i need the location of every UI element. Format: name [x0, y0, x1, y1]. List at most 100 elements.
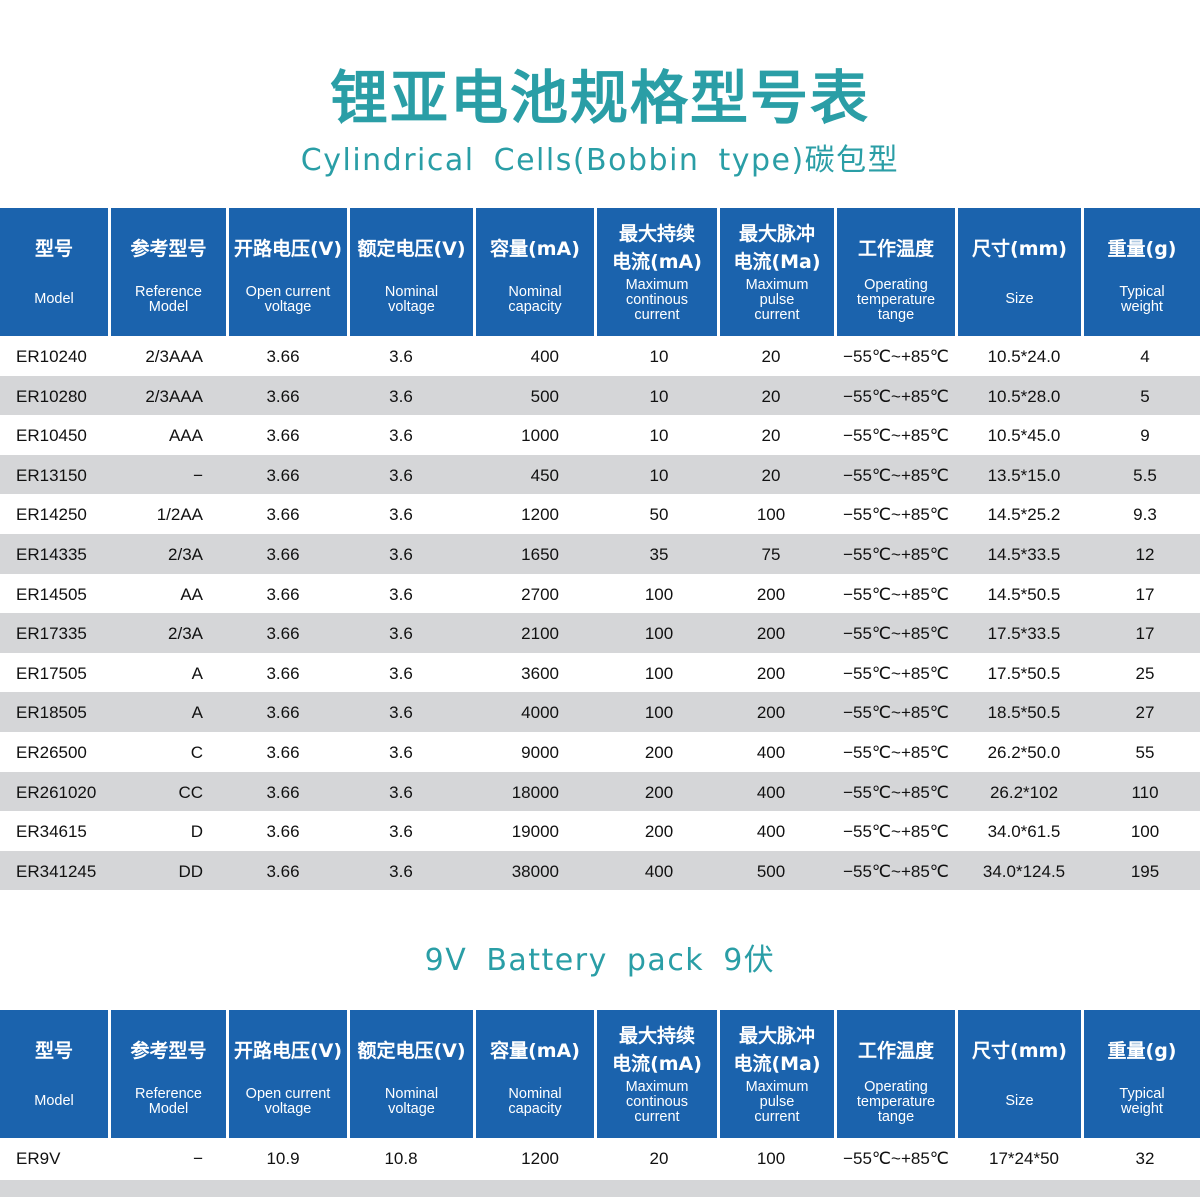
- table-cell-col-6: 200: [756, 624, 786, 644]
- table-cell-col-3: 3.6: [389, 782, 413, 802]
- column-header-zh: 最大脉冲 电流(Ma): [720, 1022, 834, 1078]
- column-header-en-line: current: [634, 1109, 680, 1125]
- table-cell-col-2: 10.9: [266, 1149, 300, 1168]
- table-cell-col-6: 75: [761, 544, 781, 564]
- column-header-8: 尺寸(mm) Size: [958, 208, 1081, 336]
- table-cell-col-9: 9.3: [1133, 505, 1157, 525]
- table-cell-col-3: 3.6: [389, 465, 413, 485]
- table-cell-col-8: 18.5*50.5: [987, 703, 1061, 723]
- table-cell-col-8: 14.5*50.5: [987, 584, 1061, 604]
- table-cell-col-5: 100: [644, 703, 674, 723]
- column-header-8: 尺寸(mm) Size: [958, 1010, 1081, 1138]
- column-header-en-line: pulse: [759, 1094, 795, 1110]
- column-header-zh-line: 最大脉冲: [738, 1025, 815, 1047]
- column-header-zh: 工作温度: [837, 1037, 955, 1065]
- table-cell-col-6: 400: [756, 782, 786, 802]
- table-cell-col-6: 20: [761, 386, 781, 406]
- table-cell-col-9: 5: [1140, 386, 1150, 406]
- column-header-6: 最大脉冲 电流(Ma) Maximum pulse current: [720, 1010, 834, 1138]
- column-header-zh: 容量(mA): [476, 235, 594, 263]
- column-header-zh: 重量(g): [1084, 1037, 1200, 1065]
- table-cell-col-7: −55℃~+85℃: [843, 1149, 949, 1168]
- table-cell-col-2: 3.66: [266, 782, 300, 802]
- table-cell-col-7: −55℃~+85℃: [843, 861, 949, 881]
- table-cell-col-2: 3.66: [266, 544, 300, 564]
- table-cell-col-5: 35: [649, 544, 669, 564]
- column-header-en-line: Typical: [1119, 284, 1165, 300]
- column-header-zh-line: 开路电压(V): [233, 1040, 343, 1062]
- column-header-en-line: voltage: [388, 299, 435, 315]
- table-cell-col-6: 100: [756, 505, 786, 525]
- column-header-en-line: Maximum: [745, 1079, 809, 1095]
- table-cell-col-8: 13.5*15.0: [987, 465, 1061, 485]
- table-cell-col-8: 17*24*50: [989, 1149, 1059, 1168]
- table-cell-col-0: ER34615: [16, 822, 87, 842]
- table-cell-col-7: −55℃~+85℃: [843, 544, 949, 564]
- column-header-en-line: Nominal: [384, 284, 439, 300]
- column-header-zh-line: 尺寸(mm): [972, 1040, 1067, 1062]
- table-cell-col-7: −55℃~+85℃: [843, 663, 949, 683]
- table-cell-col-6: 20: [761, 465, 781, 485]
- column-header-zh-line: 重量(g): [1107, 1040, 1177, 1062]
- table-cell-col-8: 14.5*25.2: [987, 505, 1061, 525]
- section-title-9v: 9V Battery pack 9伏: [424, 943, 776, 978]
- column-header-en-line: voltage: [264, 1101, 312, 1117]
- column-header-zh: 型号: [0, 235, 108, 263]
- column-header-en-line: Maximum: [625, 277, 689, 293]
- column-header-zh-line: 电流(mA): [612, 251, 702, 273]
- column-header-en-line: current: [754, 1109, 800, 1125]
- column-header-en: Typical weight: [1084, 285, 1200, 315]
- table-cell-col-4: 400: [530, 347, 559, 366]
- column-header-zh: 最大脉冲 电流(Ma): [720, 220, 834, 276]
- table-cell-col-8: 10.5*24.0: [987, 347, 1061, 366]
- column-header-en-line: Reference: [135, 1086, 202, 1102]
- table-cell-col-5: 100: [644, 663, 674, 683]
- table-row: ER261020 CC 3.66 3.6 18000 200 400 −55℃~+85℃ 26.…: [0, 771, 1200, 812]
- column-header-en: Reference Model: [111, 285, 226, 315]
- table-cell-col-2: 3.66: [266, 742, 300, 762]
- bottom-stripe: [0, 1180, 1200, 1197]
- column-header-3: 额定电压(V) Nominal voltage: [350, 1010, 473, 1138]
- table-cell-col-3: 3.6: [389, 544, 413, 564]
- column-header-en-line: Reference: [135, 284, 202, 300]
- column-header-en-line: current: [634, 307, 680, 323]
- table-cell-col-2: 3.66: [266, 386, 300, 406]
- table-cell-col-1: C: [190, 742, 203, 762]
- table-row: ER18505 A 3.66 3.6 4000 100 200 −55℃~+85℃ 18.5*5…: [0, 692, 1200, 732]
- table-cell-col-7: −55℃~+85℃: [843, 465, 949, 485]
- table-cell-col-0: ER17505: [16, 663, 87, 683]
- column-header-en-line: Model: [34, 291, 74, 307]
- column-header-0: 型号 Model: [0, 208, 108, 336]
- column-header-en-line: Operating: [864, 277, 928, 293]
- table-cell-col-5: 10: [649, 426, 669, 446]
- table-cell-col-2: 3.66: [266, 703, 300, 723]
- table-cell-col-8: 17.5*33.5: [987, 624, 1061, 644]
- column-header-en-line: voltage: [264, 299, 312, 315]
- table-cell-col-5: 200: [644, 782, 674, 802]
- table-cell-col-9: 25: [1135, 663, 1155, 683]
- table-cell-col-0: ER26500: [16, 742, 87, 762]
- column-header-zh-line: 型号: [34, 238, 73, 260]
- table-cell-col-4: 1200: [521, 505, 559, 525]
- column-header-en: Reference Model: [111, 1087, 226, 1117]
- column-header-zh: 工作温度: [837, 235, 955, 263]
- column-header-zh-line: 开路电压(V): [233, 238, 343, 260]
- table-cell-col-1: −: [193, 465, 203, 485]
- table-cell-col-0: ER9V: [16, 1149, 61, 1168]
- column-header-zh-line: 额定电压(V): [357, 1040, 466, 1062]
- column-header-en-line: voltage: [388, 1101, 435, 1117]
- column-header-en-line: temperature: [856, 292, 936, 308]
- table-cell-col-4: 450: [530, 465, 559, 485]
- table-cell-col-9: 9: [1140, 426, 1150, 446]
- column-header-en-line: Nominal: [508, 1086, 562, 1102]
- table-cell-col-6: 20: [761, 426, 781, 446]
- table-cell-col-4: 3600: [521, 663, 559, 683]
- table-cell-col-3: 3.6: [389, 347, 413, 366]
- table-cell-col-2: 3.66: [266, 861, 300, 881]
- table-cell-col-7: −55℃~+85℃: [843, 624, 949, 644]
- table-cell-col-2: 3.66: [266, 624, 300, 644]
- table-cell-col-1: AAA: [168, 426, 203, 446]
- table-cell-col-6: 500: [756, 861, 786, 881]
- table-cell-col-6: 400: [756, 742, 786, 762]
- column-header-zh-line: 容量(mA): [490, 238, 580, 260]
